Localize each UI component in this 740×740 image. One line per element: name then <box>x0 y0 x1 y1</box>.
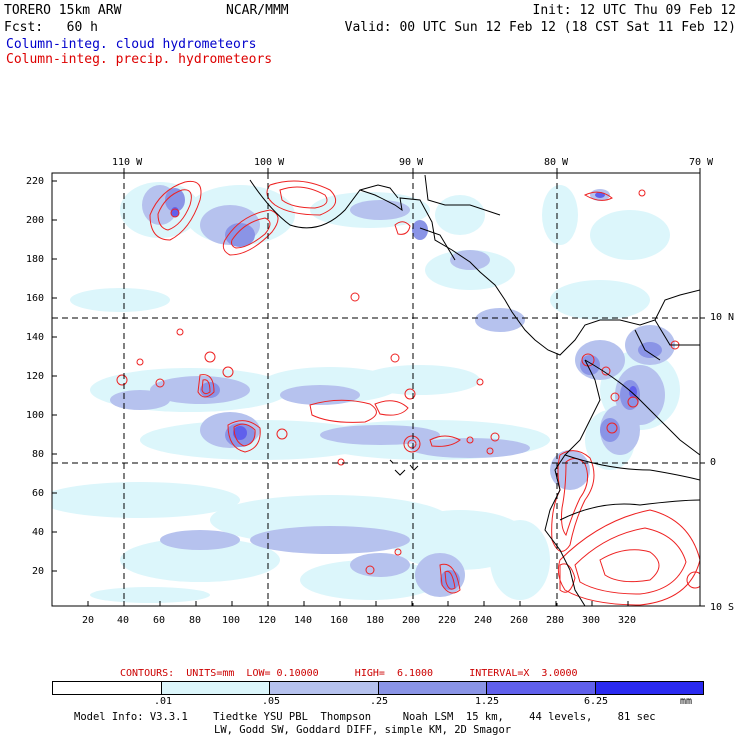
x-tick-20: 20 <box>82 615 95 626</box>
init-time: Init: 12 UTC Thu 09 Feb 12 <box>532 3 737 18</box>
y-tick-60: 60 <box>32 488 45 499</box>
x-tick-180: 180 <box>366 615 385 626</box>
y-tick-160: 160 <box>26 293 45 304</box>
model-title: TORERO 15km ARW <box>4 3 122 18</box>
legend-swatch-2 <box>270 682 379 694</box>
lon-label-80w: 80 W <box>544 157 569 168</box>
y-tick-200: 200 <box>26 215 45 226</box>
x-tick-140: 140 <box>294 615 313 626</box>
x-tick-280: 280 <box>546 615 565 626</box>
legend-label-4: 6.25 <box>584 696 609 707</box>
axis-ticks <box>52 168 705 607</box>
y-tick-180: 180 <box>26 254 45 265</box>
precip-contours <box>116 180 700 606</box>
y-tick-20: 20 <box>32 566 45 577</box>
forecast-hour: Fcst: 60 h <box>4 20 98 35</box>
coastlines <box>249 174 700 606</box>
x-tick-160: 160 <box>330 615 349 626</box>
legend-swatch-5 <box>595 682 703 694</box>
model-info-line1: Model Info: V3.3.1 Tiedtke YSU PBL Thomp… <box>74 711 656 723</box>
lon-label-100w: 100 W <box>254 157 285 168</box>
lat-label-0: 0 <box>710 457 717 468</box>
y-tick-40: 40 <box>32 527 45 538</box>
x-tick-120: 120 <box>258 615 277 626</box>
organization-label: NCAR/MMM <box>226 3 289 18</box>
valid-time: Valid: 00 UTC Sun 12 Feb 12 (18 CST Sat … <box>344 20 736 35</box>
legend-label-3: 1.25 <box>475 696 500 707</box>
shaded-cloud-field <box>52 182 680 603</box>
model-info-line2: LW, Godd SW, Goddard DIFF, simple KM, 2D… <box>214 724 512 736</box>
lon-label-70w: 70 W <box>689 157 714 168</box>
legend-swatch-1 <box>161 682 270 694</box>
y-tick-140: 140 <box>26 332 45 343</box>
lat-label-10n: 10 N <box>710 312 735 323</box>
precip-field-label: Column-integ. precip. hydrometeors <box>6 52 273 67</box>
y-tick-120: 120 <box>26 371 45 382</box>
y-tick-80: 80 <box>32 449 45 460</box>
contours-info: CONTOURS: UNITS=mm LOW= 0.10000 HIGH= 6.… <box>120 668 578 679</box>
lon-label-110w: 110 W <box>112 157 143 168</box>
x-tick-260: 260 <box>510 615 529 626</box>
x-tick-320: 320 <box>618 615 637 626</box>
color-legend-bar <box>52 681 704 695</box>
legend-label-1: .05 <box>262 696 281 707</box>
legend-swatch-3 <box>378 682 487 694</box>
x-tick-60: 60 <box>153 615 166 626</box>
lat-label-10s: 10 S <box>710 602 735 613</box>
lat-lon-grid <box>52 173 700 606</box>
x-tick-200: 200 <box>402 615 421 626</box>
legend-units: mm <box>680 696 693 707</box>
legend-label-0: .01 <box>154 696 173 707</box>
y-tick-100: 100 <box>26 410 45 421</box>
x-tick-40: 40 <box>117 615 130 626</box>
y-tick-220: 220 <box>26 176 45 187</box>
cloud-field-label: Column-integ. cloud hydrometeors <box>6 37 257 52</box>
x-tick-80: 80 <box>189 615 202 626</box>
x-tick-100: 100 <box>222 615 241 626</box>
lon-label-90w: 90 W <box>399 157 424 168</box>
legend-swatch-0 <box>53 682 162 694</box>
x-tick-300: 300 <box>582 615 601 626</box>
legend-label-2: .25 <box>370 696 389 707</box>
legend-swatch-4 <box>487 682 596 694</box>
x-tick-240: 240 <box>474 615 493 626</box>
x-tick-220: 220 <box>438 615 457 626</box>
